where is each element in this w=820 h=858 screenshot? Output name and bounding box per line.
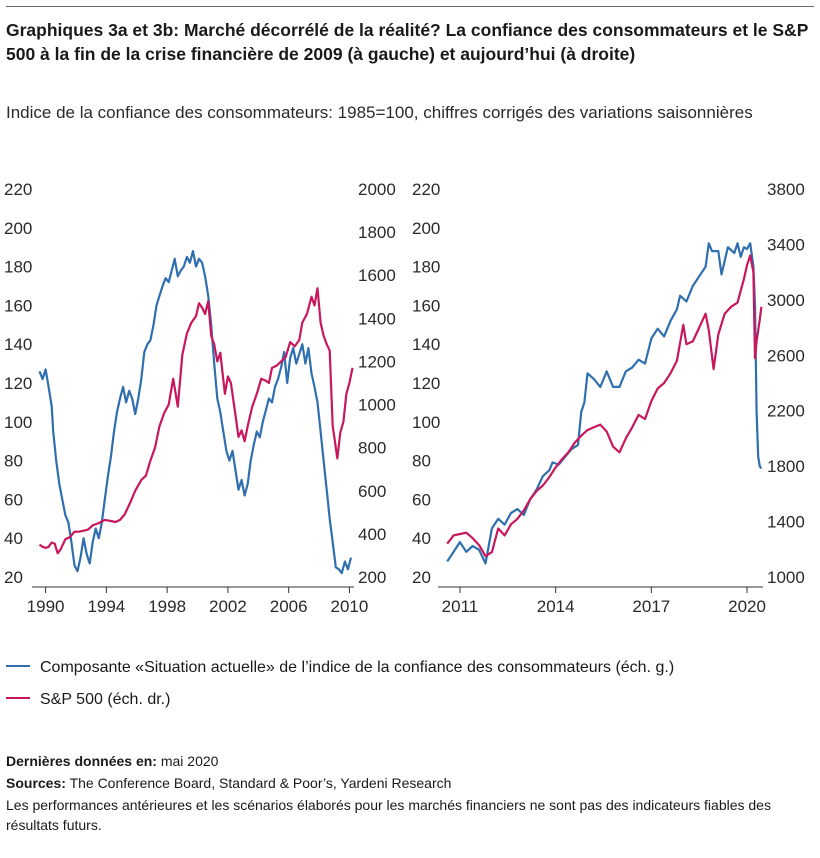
legend-swatch-blue [6,665,30,668]
y-left-tick-label: 60 [412,490,431,509]
y-left-tick-label: 220 [412,180,440,199]
y-right-tick-label: 1600 [358,266,396,285]
y-right-tick-label: 400 [358,525,386,544]
legend-item-sp500: S&P 500 (éch. dr.) [6,689,170,711]
y-right-tick-label: 2000 [358,180,396,199]
y-right-tick-label: 1000 [358,396,396,415]
y-right-tick-label: 1200 [358,352,396,371]
y-left-tick-label: 200 [412,219,440,238]
y-right-tick-label: 1400 [358,309,396,328]
y-left-tick-label: 140 [4,335,32,354]
y-left-tick-label: 160 [4,296,32,315]
top-rule [6,6,814,7]
y-left-tick-label: 140 [412,335,440,354]
series-line-sp500 [446,254,763,558]
y-left-tick-label: 200 [4,219,32,238]
chart-subtitle: Indice de la confiance des consommateurs… [6,103,753,122]
y-left-tick-label: 100 [412,413,440,432]
y-right-tick-label: 2600 [767,346,805,365]
y-left-tick-label: 120 [4,374,32,393]
x-tick-label: 2014 [537,597,575,616]
legend-item-consumer-confidence: Composante «Situation actuelle» de l’ind… [6,657,674,679]
footer-sources: Sources: The Conference Board, Standard … [6,773,814,793]
legend-label-consumer-confidence: Composante «Situation actuelle» de l’ind… [40,659,675,676]
x-tick-label: 2006 [270,597,308,616]
y-left-tick-label: 220 [4,180,32,199]
series-line-consumer-confidence [38,250,353,575]
footer-latest-data: Dernières données en: mai 2020 [6,751,814,771]
legend-swatch-magenta [6,697,30,700]
y-right-tick-label: 2200 [767,402,805,421]
y-right-tick-label: 3000 [767,291,805,310]
y-left-tick-label: 160 [412,296,440,315]
y-right-tick-label: 3800 [767,180,805,199]
y-right-tick-label: 1400 [767,513,805,532]
legend-label-sp500: S&P 500 (éch. dr.) [40,691,171,708]
x-tick-label: 1990 [27,597,65,616]
y-left-tick-label: 20 [412,568,431,587]
x-tick-label: 2020 [728,597,766,616]
y-left-tick-label: 120 [412,374,440,393]
chart-title: Graphiques 3a et 3b: Marché décorrélé de… [6,20,809,64]
y-left-tick-label: 180 [4,258,32,277]
y-left-tick-label: 60 [4,490,23,509]
y-left-tick-label: 80 [4,452,23,471]
y-left-tick-label: 100 [4,413,32,432]
y-right-tick-label: 600 [358,482,386,501]
y-right-tick-label: 1800 [767,457,805,476]
footer-latest-label: Dernières données en: [6,753,157,769]
y-right-tick-label: 1800 [358,223,396,242]
series-line-consumer-confidence [446,242,763,565]
y-right-tick-label: 1000 [767,568,805,587]
x-tick-label: 2011 [442,597,479,616]
y-left-tick-label: 20 [4,568,23,587]
x-tick-label: 2017 [632,597,670,616]
charts-area: 220 200 180 160 140 120 100 80 60 40 20 2000 1800 160… [4,180,805,616]
footer-latest-value: mai 2020 [160,753,219,769]
y-left-tick-label: 40 [4,529,23,548]
x-tick-label: 1994 [87,597,125,616]
x-tick-label: 2002 [209,597,247,616]
y-right-tick-label: 3400 [767,235,805,254]
y-right-tick-label: 800 [358,439,386,458]
footer-disclaimer: Les performances antérieures et les scén… [6,797,771,833]
footer-sources-label: Sources: [6,775,66,791]
series-line-sp500 [38,287,354,555]
y-left-tick-label: 80 [412,452,431,471]
footer-sources-value: The Conference Board, Standard & Poor’s,… [69,775,452,791]
y-right-tick-label: 200 [358,568,386,587]
x-tick-label: 1998 [148,597,186,616]
y-left-tick-label: 180 [412,258,440,277]
y-left-tick-label: 40 [412,529,431,548]
x-tick-label: 2010 [331,597,369,616]
